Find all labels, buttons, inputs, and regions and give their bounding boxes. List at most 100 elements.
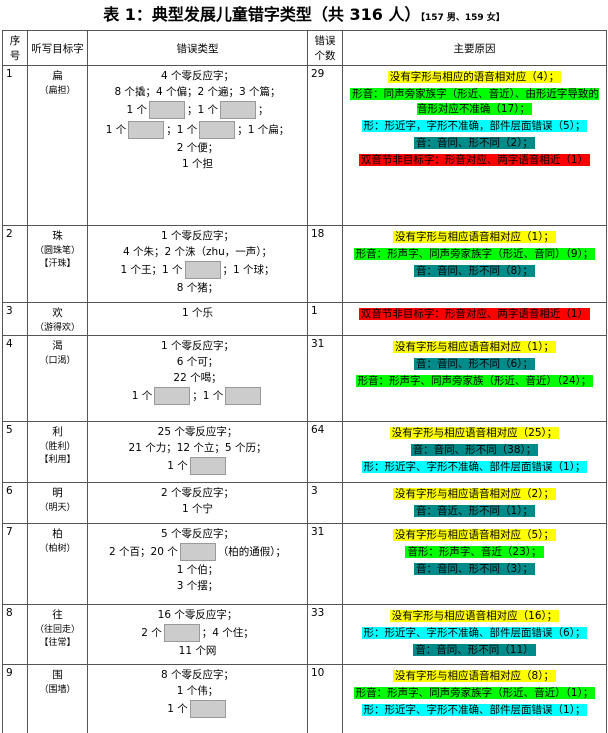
error-line: 1 个零反应字；	[91, 228, 304, 244]
error-text: 1 个	[126, 104, 147, 116]
reason: 音：音近、形不同（1）；	[346, 504, 603, 519]
table-row: 4 渴（口渴） 1 个零反应字； 6 个可； 22 个喝； 1 个；1 个 31 没有字形与相…	[2, 335, 607, 422]
target-cell: 明 （明天）	[27, 482, 88, 524]
error-text: 6 个可；	[176, 356, 219, 368]
error-line: 4 个朱；2 个洙（zhu，一声）；	[91, 244, 304, 260]
reasons-cell: 没有字形与相应语音相对应（1）； 音：音同、形不同（6）； 形音：形声字、同声旁家族…	[342, 335, 607, 422]
error-text: 16 个零反应字；	[157, 609, 238, 621]
reason: 形：形近字、字形不准确、部件层面错误（6）；	[346, 626, 603, 641]
target-note: （口渴）	[39, 356, 76, 366]
target-note: 【往常】	[39, 638, 76, 648]
handwriting-image	[179, 543, 216, 561]
target-char: 珠	[52, 230, 63, 242]
target-cell: 柏 （柏树）	[27, 523, 88, 605]
reason-text: 双音节非目标字：形音对应、两字语音相近（1）	[358, 308, 591, 320]
reason: 音形：形声字、音近（23）；	[346, 545, 603, 560]
handwriting-image	[189, 457, 226, 475]
row-number: 4	[2, 335, 28, 422]
reasons-cell: 双音节非目标字：形音对应、两字语音相近（1）	[342, 302, 607, 336]
handwriting-image	[154, 387, 191, 405]
error-line: 4 个零反应字；	[91, 68, 304, 84]
reason-text: 音：音同、形不同（6）；	[414, 358, 535, 370]
errors-cell: 1 个乐	[87, 302, 308, 336]
reason: 形音：形声字、同声旁家族（形近、音近）（24）；	[346, 374, 603, 389]
target-cell: 围 （围墙）	[27, 664, 88, 733]
reason: 形：形近字、字形不准确、部件层面错误（1）；	[346, 703, 603, 718]
error-text: ；1 个球；	[222, 264, 275, 276]
error-text: 3 个摆；	[176, 580, 219, 592]
header-cell: 主要原因	[342, 30, 607, 66]
reason-text: 双音节非目标字：形音对应、两字语音相近（1）	[358, 154, 591, 166]
reason-text: 形：形近字，字形不准确，部件层面错误（5）；	[361, 120, 588, 132]
error-line: 1 个乐	[91, 305, 304, 321]
row-number: 1	[2, 65, 28, 226]
target-cell: 往 （往回走） 【往常】	[27, 604, 88, 665]
reason: 音：音同、形不同（6）；	[346, 357, 603, 372]
reason-text: 形音：形声字、同声旁家族字（形近、音同）（9）；	[353, 248, 596, 260]
reason: 没有字形与相应语音相对应（1）；	[346, 340, 603, 355]
table-row: 7 柏 （柏树） 5 个零反应字； 2 个百；20 个 （柏的通假）； 1 个伯； 3 个摆；…	[2, 523, 607, 605]
reason-text: 音：音同、形不同（2）；	[414, 137, 535, 149]
error-text: ；1 个扁；	[237, 124, 290, 136]
reason-text: 没有字形与相应语音相对应（5）；	[393, 529, 556, 541]
target-cell: 渴 （口渴）	[27, 335, 88, 422]
error-text: 8 个撬；4 个偏；2 个遍；3 个篇；	[114, 86, 281, 98]
reason-text: 没有字形与相应语音相对应（8）；	[393, 670, 556, 682]
table-row: 6 明 （明天） 2 个零反应字； 1 个宁 3 没有字形与相应语音相对应（2）； 音：音近、…	[2, 482, 607, 524]
error-line: 1 个零反应字；	[91, 338, 304, 354]
error-line: 2 个便；	[91, 140, 304, 156]
error-count: 18	[307, 225, 343, 303]
row-number: 6	[2, 482, 28, 524]
reason-text: 没有字形与相应语音相对应（16）；	[389, 610, 560, 622]
error-text: 1 个宁	[181, 503, 214, 515]
error-count: 31	[307, 523, 343, 605]
target-cell: 珠 （圆珠笔） 【汗珠】	[27, 225, 88, 303]
error-line: 2 个零反应字；	[91, 485, 304, 501]
error-text: 4 个朱；2 个洙（zhu，一声）；	[122, 246, 273, 258]
reason: 双音节非目标字：形音对应、两字语音相近（1）	[346, 153, 603, 168]
subtitle: 【157 男、159 女】	[420, 13, 505, 23]
reason: 形：形近字，字形不准确，部件层面错误（5）；	[346, 119, 603, 134]
error-line: 5 个零反应字；	[91, 526, 304, 542]
error-text: 1 个伯；	[176, 564, 219, 576]
error-text: 2 个零反应字；	[160, 487, 235, 499]
target-note: （圆珠笔）	[34, 246, 80, 256]
errors-cell: 1 个零反应字； 4 个朱；2 个洙（zhu，一声）； 1 个王；1 个 ；1 个球；…	[87, 225, 308, 303]
target-char: 明	[52, 487, 63, 499]
error-count: 1	[307, 302, 343, 336]
error-text: 1 个担	[181, 158, 214, 170]
handwriting-image	[128, 121, 165, 139]
error-line: 1 个	[91, 456, 304, 476]
target-note: 【利用】	[39, 455, 76, 465]
error-text: 1 个	[105, 124, 127, 136]
reason: 形音：形声字、同声旁家族字（形近、音近）（1）；	[346, 686, 603, 701]
reason-text: 形：形近字、字形不准确、部件层面错误（1）；	[361, 461, 588, 473]
error-line: 1 个	[91, 699, 304, 719]
reason: 音：音同、形不同（8）；	[346, 264, 603, 279]
reason-text: 形：形近字、字形不准确、部件层面错误（6）；	[361, 627, 588, 639]
table-row: 5 利 （胜利） 【利用】 25 个零反应字； 21 个力；12 个立；5 个历； 1 个 6…	[2, 421, 607, 483]
errors-cell: 16 个零反应字； 2 个 ；4 个住； 11 个网	[87, 604, 308, 665]
target-note: （游得欢）	[34, 323, 80, 333]
reason-text: 音：音同、形不同（11）	[413, 644, 536, 656]
target-note: （柏树）	[39, 544, 76, 554]
reason-text: 形音：同声旁家族字（形近、音近）、由形近字导致的音形对应不准确（17）；	[350, 88, 599, 115]
error-count: 64	[307, 421, 343, 483]
errors-cell: 2 个零反应字； 1 个宁	[87, 482, 308, 524]
error-text: ；4 个住；	[201, 627, 254, 639]
reason-text: 音：音同、形不同（8）；	[414, 265, 535, 277]
reason-text: 音：音同、形不同（3）；	[414, 563, 535, 575]
row-number: 2	[2, 225, 28, 303]
error-line: 1 个伟；	[91, 683, 304, 699]
error-text: 1 个零反应字；	[160, 230, 235, 242]
row-number: 8	[2, 604, 28, 665]
errors-cell: 8 个零反应字； 1 个伟； 1 个	[87, 664, 308, 733]
reason-text: 形音：形声字、同声旁家族字（形近、音近）（1）；	[353, 687, 596, 699]
error-line: 11 个网	[91, 643, 304, 659]
reason-text: 没有字形与相应语音相对应（2）；	[393, 488, 556, 500]
reasons-cell: 没有字形与相应语音相对应（5）； 音形：形声字、音近（23）； 音：音同、形不同（3…	[342, 523, 607, 605]
reason: 没有字形与相应语音相对应（8）；	[346, 669, 603, 684]
error-text: 1 个	[131, 390, 153, 402]
header-row: 序号 听写目标字 错误类型 错误个数 主要原因	[2, 30, 607, 66]
header-cell: 错误类型	[87, 30, 308, 66]
